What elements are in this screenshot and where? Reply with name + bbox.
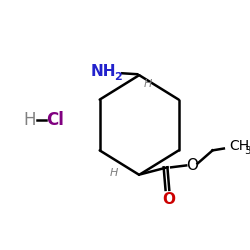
Text: H: H xyxy=(24,111,36,129)
Text: 3: 3 xyxy=(244,146,250,156)
Text: O: O xyxy=(162,192,175,207)
Text: Cl: Cl xyxy=(46,111,64,129)
Text: H: H xyxy=(110,168,118,178)
Text: CH: CH xyxy=(230,139,250,153)
Text: O: O xyxy=(186,158,198,173)
Text: NH: NH xyxy=(90,64,116,79)
Text: 2: 2 xyxy=(114,72,122,82)
Text: H: H xyxy=(144,79,152,89)
